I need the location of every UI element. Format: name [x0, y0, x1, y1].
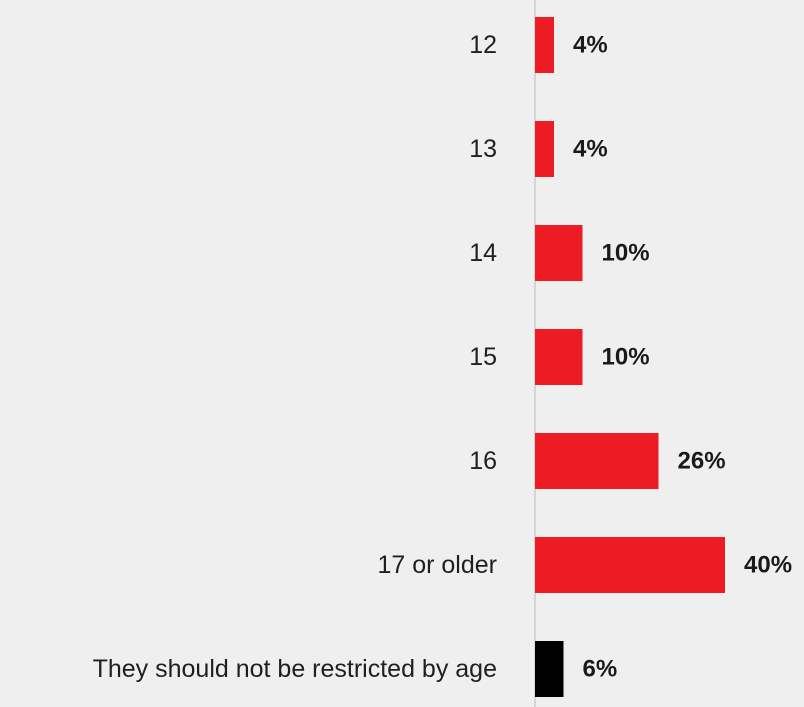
value-label: 26% [678, 448, 726, 475]
category-label: 17 or older [377, 551, 497, 579]
bar [535, 641, 564, 697]
bar [535, 121, 554, 177]
category-label: 12 [469, 31, 497, 59]
value-label: 4% [573, 136, 608, 163]
bar [535, 433, 659, 489]
value-label: 10% [602, 344, 650, 371]
category-label: They should not be restricted by age [93, 655, 497, 683]
category-label: 14 [469, 239, 497, 267]
bars-group [535, 17, 725, 697]
bar [535, 17, 554, 73]
category-label: 15 [469, 343, 497, 371]
bar [535, 329, 583, 385]
bar [535, 537, 725, 593]
value-label: 6% [583, 656, 618, 683]
bar [535, 225, 583, 281]
category-label: 13 [469, 135, 497, 163]
value-labels-group: 4% 4% 10% 10% 26% 40% 6% [573, 32, 792, 683]
category-label: 16 [469, 447, 497, 475]
category-labels-group: 12 13 14 15 16 17 or older They should not be … [93, 31, 498, 683]
value-label: 40% [744, 552, 792, 579]
value-label: 10% [602, 240, 650, 267]
value-label: 4% [573, 32, 608, 59]
